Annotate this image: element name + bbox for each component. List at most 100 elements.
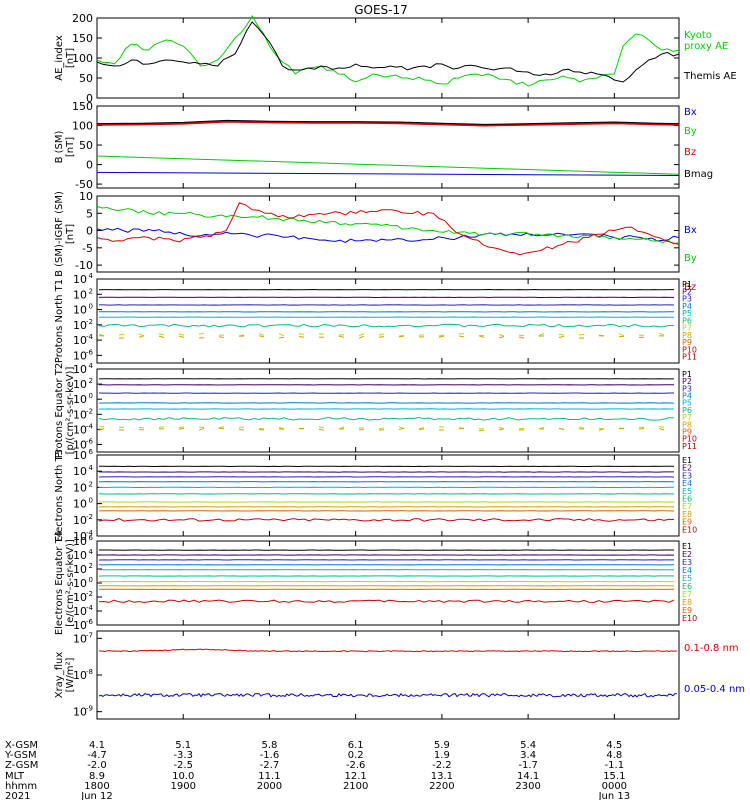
legend-entry: Bmag <box>684 169 713 180</box>
y-tick-exponent: -4 <box>86 422 94 430</box>
legend-entry: Bz <box>684 147 696 158</box>
y-tick-label: 10 <box>73 363 87 376</box>
series-p7 <box>158 333 165 336</box>
series-p7 <box>198 333 205 335</box>
y-tick-label: 10 <box>73 481 87 494</box>
legend-entry: P11 <box>682 353 697 362</box>
x-axis-value: 5.4 <box>520 740 536 751</box>
legend-entry: P6 <box>682 406 692 415</box>
y-tick-exponent: -9 <box>86 705 93 713</box>
y-tick-label: 10 <box>73 498 87 511</box>
y-tick-exponent: -8 <box>86 668 93 676</box>
panel-frame <box>96 105 680 189</box>
series-p7 <box>658 426 665 428</box>
legend-entry: P8 <box>682 420 692 429</box>
series-by <box>96 205 680 245</box>
series-p7 <box>158 426 165 428</box>
series-p7 <box>358 333 365 337</box>
x-axis-row-label: MLT <box>5 771 25 782</box>
series-p8 <box>598 428 605 431</box>
y-tick-label: -50 <box>75 178 93 191</box>
legend-entry: P4 <box>682 392 692 401</box>
y-tick-exponent: 4 <box>89 548 94 556</box>
y-axis-label: Protons Equator T2 <box>54 363 65 459</box>
y-tick-label: 10 <box>73 669 87 682</box>
x-axis-value: -1.6 <box>260 750 280 761</box>
legend-entry: P6 <box>682 316 692 325</box>
y-tick-label: 10 <box>73 334 87 347</box>
series-p7 <box>658 332 665 336</box>
series-p8 <box>218 336 225 339</box>
series-p7 <box>498 334 505 337</box>
series-p7 <box>138 426 145 429</box>
series-p8 <box>278 336 285 339</box>
x-axis-value: 8.9 <box>89 771 105 782</box>
x-axis-value: 5.8 <box>261 740 277 751</box>
panel-frame <box>96 195 680 273</box>
series-p8 <box>178 335 185 338</box>
legend-entry: P8 <box>682 331 692 340</box>
series-p8 <box>318 428 325 431</box>
legend-entry: E5 <box>682 574 692 583</box>
legend-entry: P9 <box>682 338 692 347</box>
y-tick-label: 10 <box>73 549 87 562</box>
y-tick-exponent: -4 <box>86 333 94 341</box>
panel-frame <box>96 630 680 720</box>
series-by <box>96 155 680 175</box>
series-bmag <box>96 119 680 125</box>
y-tick-exponent: 2 <box>89 377 93 385</box>
panel-igrf: -10 -5 0 5 10 B (SM)-IGRF (SM) [nT] Bx By Bz <box>54 190 697 293</box>
series-p7 <box>218 426 225 429</box>
y-tick-exponent: -6 <box>86 437 94 445</box>
x-axis-value: Jun 13 <box>598 791 631 800</box>
x-axis-value: 1900 <box>170 781 195 792</box>
series-p8 <box>98 428 105 431</box>
series-p7 <box>178 333 185 336</box>
series-p6 <box>98 416 675 421</box>
legend-entry: P7 <box>682 324 692 333</box>
legend-entry: E3 <box>682 558 692 567</box>
legend-entry: P10 <box>682 345 697 354</box>
y-tick-label: 10 <box>73 530 87 543</box>
y-tick-exponent: 4 <box>89 464 94 472</box>
y-axis-unit: [e/(cm²-s-sr-keV)] <box>65 539 76 627</box>
y-tick-exponent: -7 <box>86 631 93 639</box>
series-p8 <box>418 428 425 430</box>
legend-entry: Bx <box>684 225 697 236</box>
legend-entry: E10 <box>682 614 697 623</box>
series-bz <box>96 120 680 127</box>
legend-entry: P10 <box>682 435 697 444</box>
series-p8 <box>298 336 305 338</box>
y-tick-exponent: 0 <box>89 303 93 311</box>
x-axis-value: -2.7 <box>260 760 280 771</box>
legend-entry: E9 <box>682 606 692 615</box>
y-axis-label: B (SM) <box>54 130 65 163</box>
series-p7 <box>278 427 285 429</box>
x-axis-row-label: X-GSM <box>5 740 38 751</box>
series-p8 <box>198 427 205 431</box>
y-tick-label: 100 <box>72 120 93 133</box>
legend-entry: P9 <box>682 427 692 436</box>
y-tick-label: 0 <box>86 92 93 105</box>
series-p8 <box>438 335 445 338</box>
y-tick-label: 10 <box>73 273 87 286</box>
legend-entry: E1 <box>682 456 692 465</box>
y-tick-label: 10 <box>73 706 87 719</box>
x-axis-value: Jun 12 <box>80 791 113 800</box>
y-tick-label: 50 <box>79 139 93 152</box>
series-p8 <box>398 335 405 338</box>
series-p7 <box>438 334 445 337</box>
x-axis-value: 6.1 <box>348 740 364 751</box>
legend-entry: E3 <box>682 471 692 480</box>
x-axis-value: 5.9 <box>434 740 450 751</box>
y-axis-unit: [p/(cm²-s-sr-keV)] <box>65 367 76 455</box>
legend-entry: E5 <box>682 487 692 496</box>
series-p7 <box>558 333 565 336</box>
series-p8 <box>618 335 625 338</box>
y-tick-label: 10 <box>73 605 87 618</box>
series-e10 <box>98 599 675 603</box>
y-tick-exponent: -4 <box>86 604 94 612</box>
legend-entry: E2 <box>682 464 692 473</box>
x-axis-value: 15.1 <box>603 771 625 782</box>
y-tick-exponent: -2 <box>86 590 93 598</box>
